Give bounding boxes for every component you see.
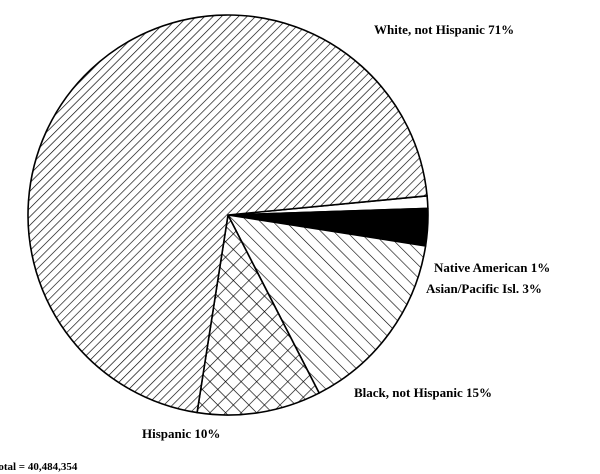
slice-black xyxy=(227,214,427,394)
slice-white xyxy=(27,14,428,414)
slice-label-asian-pacific: Asian/Pacific Isl. 3% xyxy=(426,281,542,296)
slice-label-hispanic: Hispanic 10% xyxy=(142,426,220,441)
slice-label-black: Black, not Hispanic 15% xyxy=(354,385,492,400)
slice-hispanic xyxy=(196,214,320,416)
slice-label-white: White, not Hispanic 71% xyxy=(374,22,514,37)
slice-label-native-american: Native American 1% xyxy=(434,260,550,275)
chart-footnote: Total = 40,484,354 xyxy=(0,461,78,473)
